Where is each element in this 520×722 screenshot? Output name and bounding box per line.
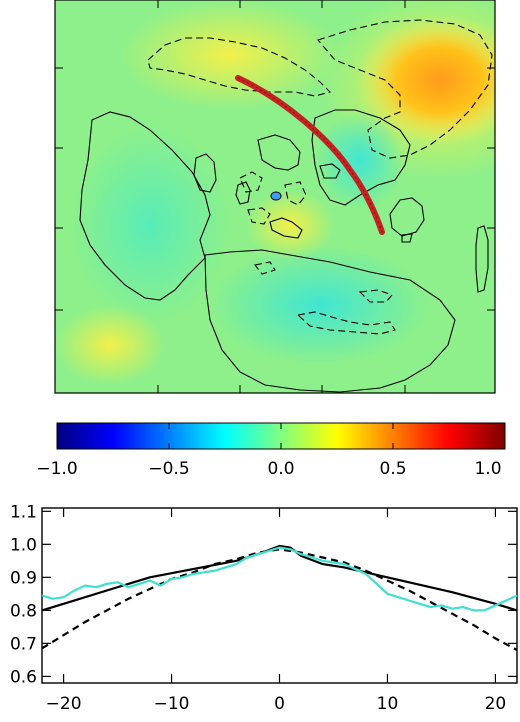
colorbar-ticks: −1.0 −0.5 0.0 0.5 1.0: [36, 423, 506, 479]
map-ticks: [55, 0, 495, 393]
x-tick-label: −10: [154, 694, 190, 714]
x-tick-label: 20: [485, 694, 507, 714]
x-tick-label: −20: [46, 694, 82, 714]
solid-contours: [79, 109, 489, 393]
map-warm-region-n: [120, 0, 340, 110]
y-tick-label: 1.0: [10, 535, 37, 555]
colorbar-tick-label: 0.5: [379, 459, 406, 479]
map-cool-region-s: [210, 245, 430, 365]
y-tick-label: 1.1: [10, 502, 37, 522]
map-frame: [54, 0, 496, 394]
map-cool-region-c: [315, 110, 405, 210]
dashed-contours: [147, 19, 493, 335]
line-plot-frame: [41, 507, 518, 684]
map-panel: [54, 0, 496, 394]
x-tick-label: 0: [274, 694, 285, 714]
series-line-solid: [41, 544, 518, 612]
colorbar: −1.0 −0.5 0.0 0.5 1.0: [36, 422, 506, 479]
x-tick-label: 10: [377, 694, 399, 714]
colorbar-tick-label: 1.0: [474, 459, 501, 479]
series-line-dashed: [41, 548, 518, 651]
map-warm-region-sw: [55, 305, 165, 385]
y-tick-label: 0.6: [10, 667, 37, 687]
blue-spot: [270, 191, 282, 201]
line-plot-axes: −20 −10 0 10 20 0.6 0.7 0.8 0.9 1.0 1.1: [10, 502, 517, 714]
colorbar-tick-label: −0.5: [148, 459, 189, 479]
line-plot: −20 −10 0 10 20 0.6 0.7 0.8 0.9 1.0 1.1: [10, 502, 518, 714]
map-hot-region-ne: [355, 15, 495, 145]
map-cool-region-w: [70, 125, 230, 325]
y-tick-label: 0.7: [10, 634, 37, 654]
series-line-cyan: [41, 546, 518, 612]
y-tick-label: 0.8: [10, 601, 37, 621]
colorbar-tick-label: 0.0: [267, 459, 294, 479]
y-tick-label: 0.9: [10, 568, 37, 588]
line-plot-series: [41, 544, 518, 651]
red-track-edge: [237, 77, 383, 233]
map-warm-region-c: [245, 190, 335, 260]
colorbar-tick-label: −1.0: [36, 459, 77, 479]
